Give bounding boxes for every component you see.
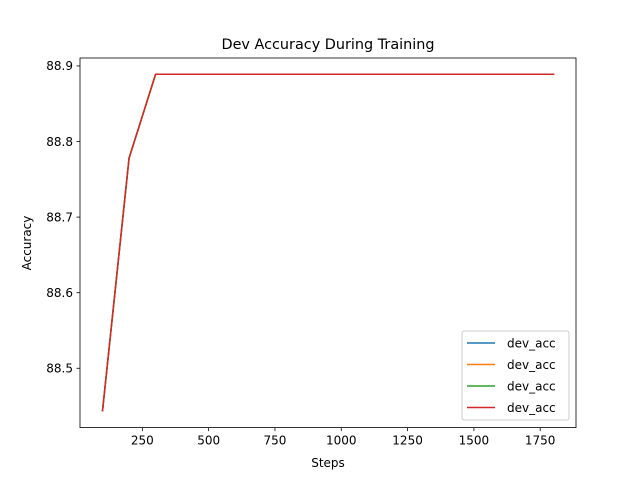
legend-entries: dev_acc dev_acc dev_acc dev_acc (467, 336, 556, 415)
y-tick-label: 88.8 (46, 135, 73, 149)
x-axis-label: Steps (311, 456, 345, 470)
x-tick-label: 500 (197, 434, 220, 448)
x-axis-ticks: 250 500 750 1000 1250 1500 1750 (131, 427, 556, 448)
y-axis-label: Accuracy (20, 216, 34, 271)
legend-label: dev_acc (507, 336, 556, 350)
x-tick-label: 1000 (326, 434, 357, 448)
y-tick-label: 88.5 (46, 362, 73, 376)
x-tick-label: 1250 (392, 434, 423, 448)
plot-area-frame (79, 57, 577, 429)
x-tick-label: 1750 (525, 434, 556, 448)
y-axis-ticks: 88.5 88.6 88.7 88.8 88.9 (46, 59, 80, 376)
legend: dev_acc dev_acc dev_acc dev_acc (461, 330, 570, 421)
y-tick-label: 88.7 (46, 210, 73, 224)
x-tick-label: 250 (131, 434, 154, 448)
y-tick-label: 88.9 (46, 59, 73, 73)
y-tick-label: 88.6 (46, 286, 73, 300)
series-line-4 (101, 73, 555, 412)
legend-box (461, 330, 570, 421)
chart-title: Dev Accuracy During Training (221, 37, 434, 53)
series-layer (101, 73, 555, 412)
x-tick-label: 1500 (459, 434, 490, 448)
legend-label: dev_acc (507, 401, 556, 415)
x-tick-label: 750 (263, 434, 286, 448)
legend-label: dev_acc (507, 379, 556, 393)
legend-label: dev_acc (507, 358, 556, 372)
